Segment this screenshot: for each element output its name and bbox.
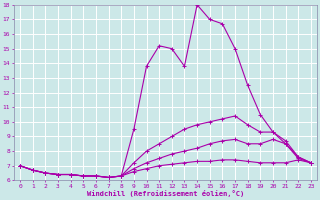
X-axis label: Windchill (Refroidissement éolien,°C): Windchill (Refroidissement éolien,°C) [87, 190, 244, 197]
